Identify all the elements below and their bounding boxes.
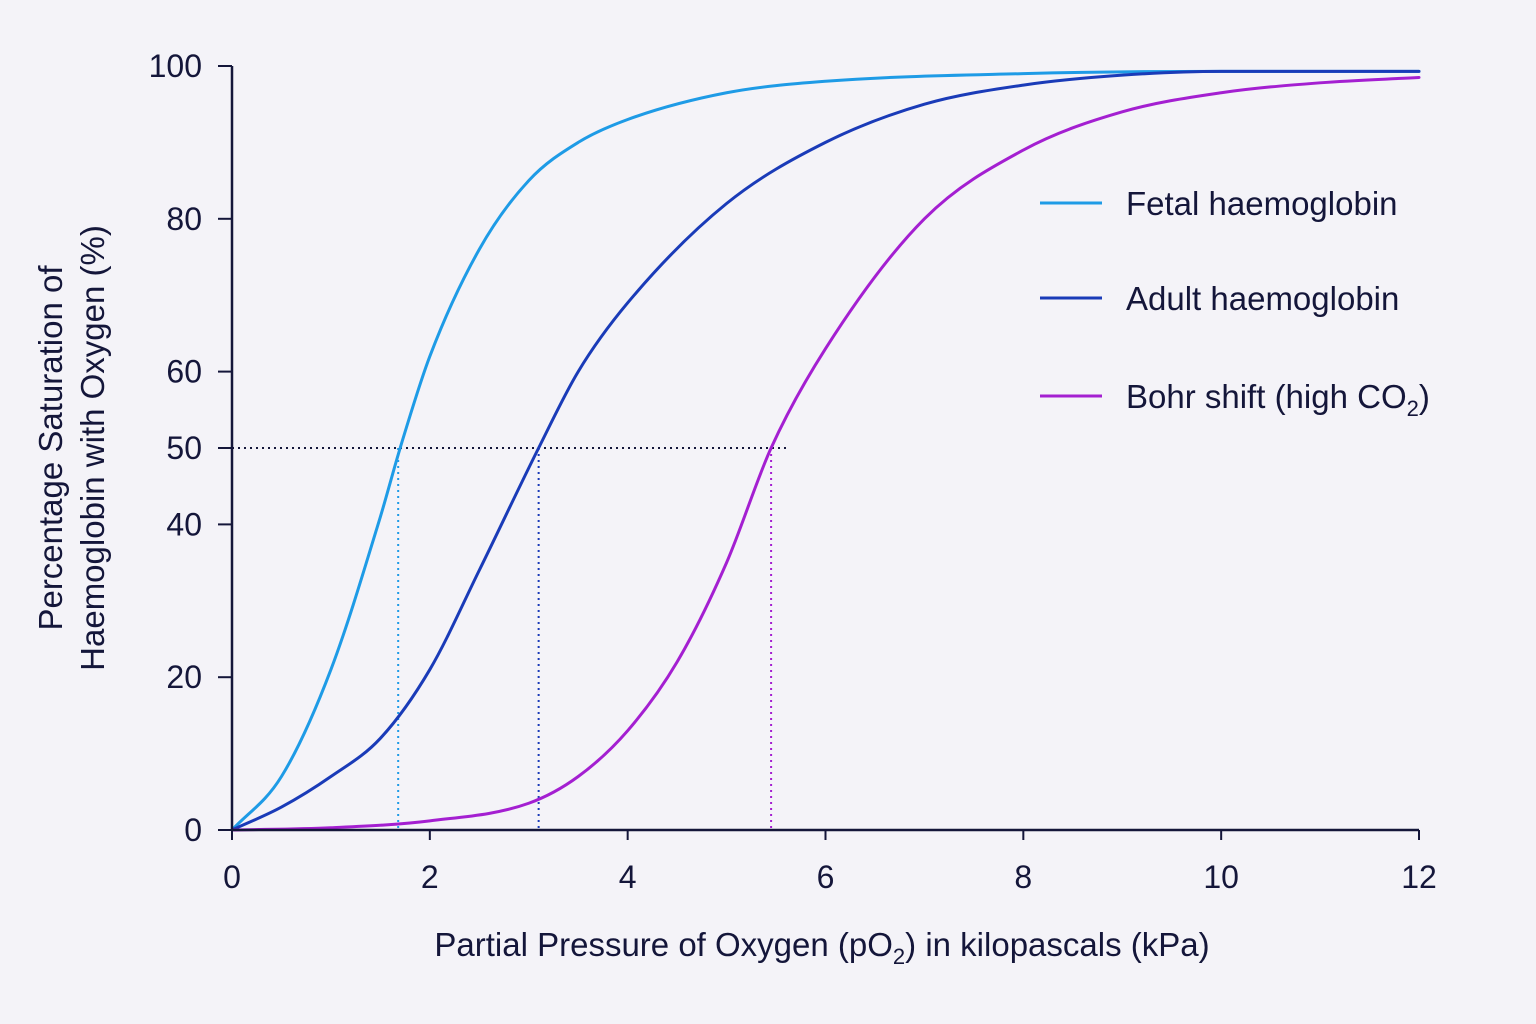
x-tick-label: 2 xyxy=(421,859,439,895)
legend: Fetal haemoglobin Adult haemoglobin Bohr… xyxy=(1040,185,1430,421)
y-axis-title: Percentage Saturation of Haemoglobin wit… xyxy=(32,225,111,671)
y-tick-label: 80 xyxy=(166,201,202,237)
series-lines xyxy=(230,69,1421,832)
y-tick-label: 40 xyxy=(166,506,202,542)
y-axis-title-line1: Percentage Saturation of xyxy=(32,265,69,631)
x-ticks: 0 2 4 6 8 10 12 xyxy=(223,830,1437,895)
y-tick-label: 20 xyxy=(166,659,202,695)
y-tick-label: 0 xyxy=(184,812,202,848)
x-tick-label: 12 xyxy=(1401,859,1437,895)
x-tick-label: 0 xyxy=(223,859,241,895)
series-line-0 xyxy=(230,69,1421,832)
x-tick-label: 8 xyxy=(1014,859,1032,895)
x-tick-label: 4 xyxy=(619,859,637,895)
legend-label-bohr: Bohr shift (high CO2) xyxy=(1126,378,1430,421)
x-tick-label: 10 xyxy=(1203,859,1239,895)
legend-label-adult: Adult haemoglobin xyxy=(1126,280,1399,317)
y-tick-label: 100 xyxy=(149,48,202,84)
y-tick-label: 50 xyxy=(166,430,202,466)
x-tick-label: 6 xyxy=(817,859,835,895)
axes xyxy=(230,66,1419,832)
legend-label-fetal: Fetal haemoglobin xyxy=(1126,185,1398,222)
y-tick-label: 60 xyxy=(166,354,202,390)
x-axis-title: Partial Pressure of Oxygen (pO2) in kilo… xyxy=(434,926,1209,969)
y-ticks: 0 20 40 50 60 80 100 xyxy=(149,48,232,848)
series-line-1 xyxy=(230,69,1421,832)
y-axis-title-line2: Haemoglobin with Oxygen (%) xyxy=(74,225,111,671)
series-line-2 xyxy=(230,75,1421,832)
reference-lines xyxy=(232,447,790,830)
